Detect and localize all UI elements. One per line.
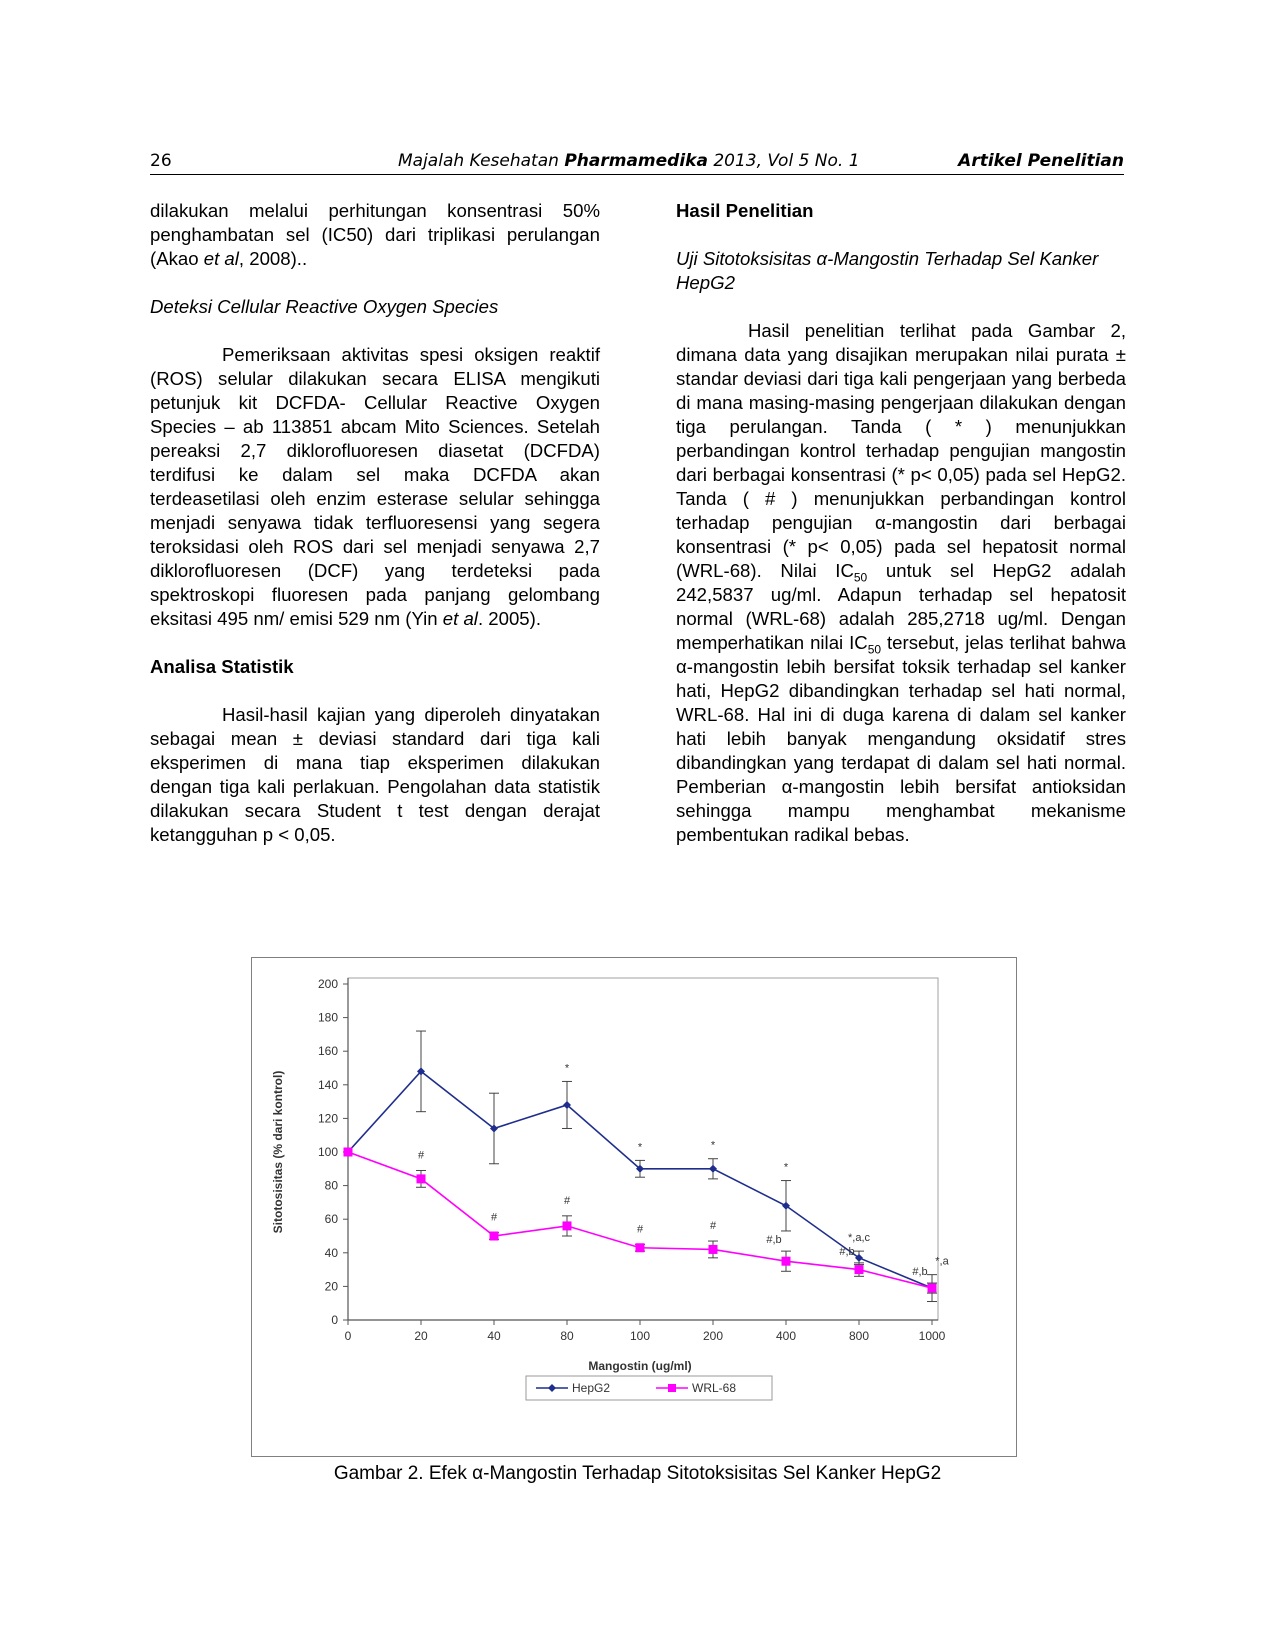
significance-annotation: # — [491, 1212, 498, 1224]
significance-annotation: * — [565, 1062, 570, 1074]
paragraph-ros: Pemeriksaan aktivitas spesi oksigen reak… — [150, 344, 600, 629]
significance-annotation: * — [638, 1141, 643, 1153]
significance-annotation: *,a — [935, 1256, 949, 1268]
running-header: 26 Majalah Kesehatan Pharmamedika 2013, … — [150, 150, 1124, 175]
data-point-wrl-68 — [708, 1244, 718, 1254]
figure-caption: Gambar 2. Efek α-Mangostin Terhadap Sito… — [333, 1463, 942, 1484]
data-point-wrl-68 — [781, 1256, 791, 1266]
y-tick-label: 180 — [318, 1011, 338, 1025]
significance-annotation: # — [710, 1220, 717, 1232]
x-tick-label: 80 — [560, 1329, 574, 1343]
subheading-ros: Deteksi Cellular Reactive Oxygen Species — [150, 296, 499, 317]
data-point-wrl-68 — [416, 1174, 426, 1184]
y-axis-label: Sitotosisitas (% dari kontrol) — [271, 1071, 285, 1234]
significance-annotation: # — [637, 1223, 644, 1235]
paragraph-statistics: Hasil-hasil kajian yang diperoleh dinyat… — [150, 704, 600, 845]
significance-annotation: #,b — [912, 1266, 927, 1278]
x-tick-label: 20 — [414, 1329, 428, 1343]
right-column: Hasil Penelitian Uji Sitotoksisitas α-Ma… — [676, 199, 1126, 847]
y-tick-label: 80 — [325, 1179, 339, 1193]
significance-annotation: #,b — [839, 1246, 854, 1258]
y-tick-label: 200 — [318, 977, 338, 991]
y-tick-label: 40 — [325, 1246, 339, 1260]
y-tick-label: 160 — [318, 1044, 338, 1058]
y-tick-label: 120 — [318, 1111, 338, 1125]
significance-annotation: # — [564, 1195, 571, 1207]
y-tick-label: 60 — [325, 1212, 339, 1226]
data-point-hepg2 — [417, 1067, 425, 1076]
x-tick-label: 800 — [849, 1329, 869, 1343]
data-point-hepg2 — [636, 1164, 644, 1173]
data-point-hepg2 — [855, 1253, 863, 1262]
data-point-wrl-68 — [635, 1243, 645, 1253]
data-point-hepg2 — [490, 1124, 498, 1133]
figure-2-chart: 0 20 40 60 80 100 120 140 160 180 200 0 20 40 80 100 200… — [251, 957, 1017, 1457]
cytotoxicity-line-chart: 0 20 40 60 80 100 120 140 160 180 200 0 20 40 80 100 200… — [271, 977, 950, 1401]
left-column: dilakukan melalui perhitungan konsentras… — [150, 199, 600, 847]
x-tick-label: 40 — [487, 1329, 501, 1343]
legend-label: WRL-68 — [692, 1381, 736, 1395]
data-point-hepg2 — [563, 1100, 571, 1109]
data-point-wrl-68 — [562, 1221, 572, 1231]
legend-swatch-marker — [668, 1384, 676, 1392]
significance-annotation: *,a,c — [848, 1232, 871, 1244]
significance-annotation: * — [711, 1140, 716, 1152]
page-number: 26 — [150, 151, 172, 171]
data-point-hepg2 — [709, 1164, 717, 1173]
significance-annotation: # — [418, 1149, 425, 1161]
paragraph-ic50: dilakukan melalui perhitungan konsentras… — [150, 200, 600, 269]
subheading-cytotoxicity: Uji Sitotoksisitas α-Mangostin Terhadap … — [676, 248, 1099, 293]
journal-title: Majalah Kesehatan Pharmamedika 2013, Vol… — [398, 151, 860, 171]
significance-annotation: * — [784, 1162, 789, 1174]
x-tick-label: 0 — [345, 1329, 352, 1343]
x-tick-label: 400 — [776, 1329, 796, 1343]
y-tick-label: 100 — [318, 1145, 338, 1159]
article-type: Artikel Penelitian — [958, 151, 1124, 171]
legend-swatch-marker — [548, 1384, 556, 1392]
x-tick-label: 100 — [630, 1329, 650, 1343]
y-tick-label: 0 — [331, 1313, 338, 1327]
significance-annotation: #,b — [766, 1234, 781, 1246]
data-point-wrl-68 — [489, 1231, 499, 1241]
data-point-wrl-68 — [927, 1283, 937, 1293]
paragraph-results: Hasil penelitian terlihat pada Gambar 2,… — [676, 320, 1127, 845]
y-tick-label: 20 — [325, 1279, 339, 1293]
data-point-wrl-68 — [854, 1265, 864, 1275]
x-tick-label: 1000 — [919, 1329, 946, 1343]
y-tick-label: 140 — [318, 1078, 338, 1092]
heading-results: Hasil Penelitian — [676, 200, 814, 221]
legend-label: HepG2 — [572, 1381, 610, 1395]
x-axis-label: Mangostin (ug/ml) — [588, 1359, 691, 1373]
data-point-hepg2 — [782, 1201, 790, 1210]
heading-statistics: Analisa Statistik — [150, 656, 294, 677]
x-tick-label: 200 — [703, 1329, 723, 1343]
data-point-wrl-68 — [343, 1147, 353, 1157]
